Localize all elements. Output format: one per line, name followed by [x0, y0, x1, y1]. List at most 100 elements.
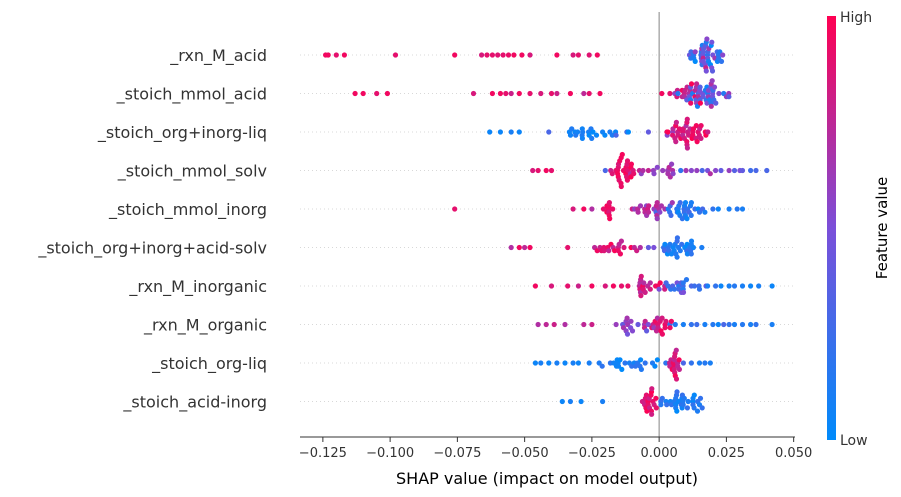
shap-point — [693, 123, 699, 129]
shap-point — [703, 68, 709, 74]
shap-point — [709, 39, 715, 45]
shap-point — [694, 321, 700, 328]
shap-point — [702, 360, 708, 366]
shap-point — [559, 398, 565, 405]
x-axis-title: SHAP value (impact on model output) — [396, 469, 698, 488]
shap-point — [622, 360, 628, 366]
shap-point — [548, 283, 555, 289]
shap-point — [532, 283, 539, 289]
shap-point — [606, 200, 613, 206]
colorbar-title: Feature value — [873, 177, 891, 279]
shap-point — [617, 357, 623, 363]
shap-point — [635, 321, 641, 328]
shap-point — [734, 206, 740, 212]
shap-point — [659, 331, 666, 337]
shap-point — [341, 52, 347, 58]
shap-point — [696, 209, 703, 215]
shap-point — [333, 52, 339, 58]
shap-point — [675, 90, 681, 97]
shap-point — [640, 167, 646, 174]
shap-point — [586, 90, 592, 97]
colorbar-gradient — [827, 16, 836, 440]
shap-point — [647, 286, 653, 292]
shap-point — [503, 90, 509, 97]
shap-point — [567, 398, 574, 405]
shap-point — [644, 328, 650, 334]
shap-point — [653, 395, 659, 401]
shap-point — [702, 209, 708, 215]
shap-point — [602, 132, 608, 138]
shap-point — [673, 119, 680, 125]
shap-point — [684, 116, 690, 122]
shap-point — [731, 321, 738, 328]
shap-point — [624, 315, 630, 321]
shap-point — [680, 280, 686, 286]
shap-point — [617, 251, 624, 257]
shap-point — [621, 244, 627, 251]
feature-label: _stoich_org+inorg-liq — [97, 123, 267, 143]
shap-point — [698, 135, 704, 141]
shap-point — [625, 283, 631, 289]
shap-point — [554, 90, 560, 97]
shap-point — [489, 90, 495, 97]
shap-point — [707, 360, 713, 366]
shap-point — [713, 283, 719, 289]
shap-point — [710, 321, 716, 328]
shap-point — [662, 325, 668, 331]
shap-point — [686, 132, 692, 138]
x-tick-label: 0.050 — [775, 446, 812, 461]
shap-point — [570, 52, 576, 58]
shap-point — [575, 52, 582, 58]
shap-point — [696, 286, 703, 292]
shap-point — [692, 49, 698, 55]
shap-point — [726, 206, 732, 212]
shap-point — [638, 357, 644, 363]
shap-point — [578, 398, 584, 405]
shap-point — [606, 248, 612, 254]
shap-point — [527, 90, 533, 97]
shap-point — [726, 167, 732, 174]
shap-point — [682, 200, 689, 206]
shap-point — [645, 129, 652, 135]
shap-point — [484, 52, 490, 58]
shap-point — [676, 126, 683, 132]
colorbar-low-label: Low — [840, 433, 868, 449]
shap-point — [360, 90, 366, 97]
shap-point — [554, 52, 560, 58]
feature-label: _stoich_mmol_acid — [116, 85, 267, 105]
shap-point — [726, 283, 732, 289]
shap-point — [691, 392, 697, 398]
shap-point — [543, 321, 549, 328]
shap-point — [647, 280, 653, 286]
shap-point — [618, 283, 625, 289]
shap-point — [538, 90, 544, 97]
shap-point — [495, 52, 501, 58]
shap-point — [567, 90, 574, 97]
shap-point — [670, 171, 676, 177]
shap-point — [698, 123, 704, 129]
shap-point — [658, 402, 664, 408]
shap-point — [688, 212, 694, 218]
shap-point — [613, 321, 619, 328]
shap-point — [681, 395, 687, 401]
shap-point — [624, 331, 631, 337]
shap-point — [634, 248, 640, 254]
feature-label: _stoich_mmol_solv — [117, 162, 267, 182]
shap-point — [646, 203, 652, 209]
shap-point — [628, 161, 635, 167]
shap-point — [609, 171, 615, 177]
shap-point — [516, 90, 522, 97]
shap-point — [673, 347, 679, 353]
shap-point — [612, 248, 618, 254]
shap-point — [697, 395, 704, 401]
x-axis: −0.125 −0.100 −0.075 −0.050 −0.025 0.000 0.025… — [299, 436, 812, 461]
shap-point — [692, 58, 698, 64]
shap-point — [688, 200, 695, 206]
shap-point — [756, 283, 762, 289]
shap-point — [713, 100, 719, 106]
shap-point — [656, 286, 662, 292]
shap-point — [511, 52, 517, 58]
shap-point — [674, 254, 680, 260]
shap-point — [631, 171, 637, 177]
shap-point — [645, 321, 651, 328]
